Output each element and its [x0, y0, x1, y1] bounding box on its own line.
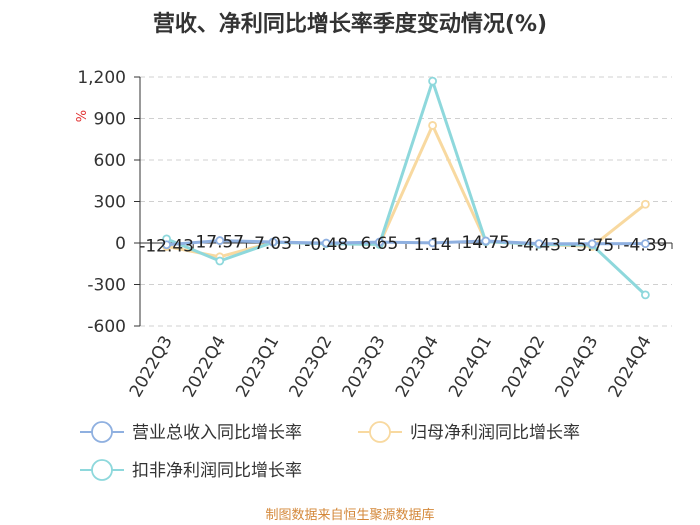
y-tick-label: 300 [94, 193, 126, 213]
x-tick-label: 2024Q2 [498, 333, 549, 401]
legend-swatch-marker [369, 421, 391, 443]
data-point [428, 238, 438, 248]
legend-label: 扣非净利润同比增长率 [132, 461, 302, 481]
data-point [162, 240, 172, 250]
data-point [428, 121, 438, 130]
data-point [321, 238, 331, 248]
grid-lines [140, 76, 672, 327]
y-tick-label: 600 [94, 151, 126, 171]
data-point [428, 76, 438, 86]
y-tick-label: -600 [87, 317, 126, 337]
x-tick-label: 2023Q1 [232, 333, 283, 401]
legend-swatch-marker [91, 421, 113, 443]
data-point [587, 239, 597, 249]
data-label: -0.48 [304, 235, 348, 255]
legend-label: 营业总收入同比增长率 [132, 423, 302, 443]
x-tick-label: 2024Q1 [445, 333, 496, 401]
legend-swatch-marker [91, 459, 113, 481]
y-tick-label: 0 [115, 234, 126, 254]
data-point [641, 290, 650, 300]
data-label: -12.43 [139, 237, 194, 257]
x-tick-label: 2023Q3 [339, 333, 390, 401]
data-point [374, 237, 384, 247]
y-tick-label: 1,200 [77, 68, 126, 88]
data-label: -4.39 [623, 236, 667, 256]
data-label: 1.14 [414, 235, 452, 255]
x-tick-label: 2024Q4 [605, 333, 656, 401]
data-label: -5.75 [570, 236, 614, 256]
data-point [481, 236, 491, 246]
series-line [166, 239, 646, 247]
data-labels: -12.43 17.57 7.03 -0.48 6.65 1.14 14.75 -4.43 -5… [139, 233, 667, 257]
x-tick-label: 2024Q3 [551, 333, 602, 401]
y-unit-label: % [75, 110, 90, 122]
y-tick-label: 900 [94, 110, 126, 130]
data-point [641, 239, 650, 249]
data-point [534, 239, 544, 249]
data-point [215, 256, 225, 266]
data-label: 17.57 [195, 233, 244, 253]
x-tick-label: 2022Q3 [126, 333, 177, 401]
x-tick-label: 2022Q4 [179, 333, 230, 401]
x-tick-label: 2023Q4 [392, 333, 443, 401]
series-lines [162, 76, 650, 300]
x-tick-label: 2023Q2 [285, 333, 336, 401]
source-note: 制图数据来自恒生聚源数据库 [265, 508, 435, 523]
chart-title: 营收、净利同比增长率季度变动情况(%) [152, 12, 548, 37]
data-label: 14.75 [461, 233, 510, 253]
y-tick-label: -300 [87, 276, 126, 296]
legend-label: 归母净利润同比增长率 [410, 423, 580, 443]
data-point [215, 236, 225, 245]
data-label: 7.03 [254, 234, 292, 254]
data-point [641, 199, 650, 209]
data-label: -4.43 [517, 236, 561, 256]
data-label: 6.65 [360, 234, 398, 254]
data-point [268, 237, 278, 247]
